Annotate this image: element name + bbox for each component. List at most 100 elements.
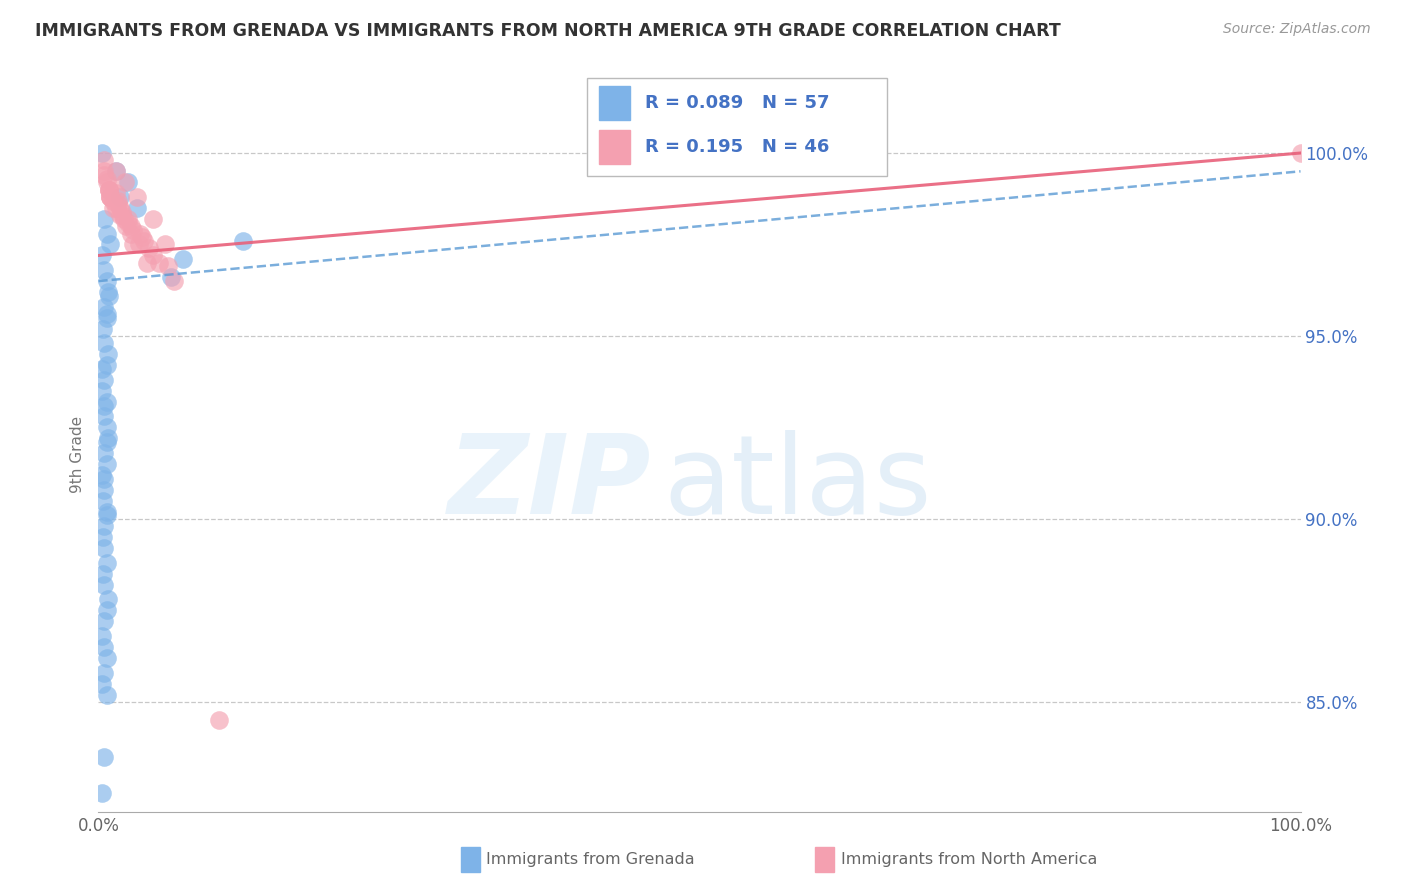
Text: IMMIGRANTS FROM GRENADA VS IMMIGRANTS FROM NORTH AMERICA 9TH GRADE CORRELATION C: IMMIGRANTS FROM GRENADA VS IMMIGRANTS FR… bbox=[35, 22, 1062, 40]
Point bbox=[93, 336, 115, 351]
Point bbox=[93, 665, 115, 680]
Point bbox=[91, 493, 114, 508]
Point bbox=[93, 211, 115, 226]
Text: Immigrants from North America: Immigrants from North America bbox=[841, 853, 1097, 867]
Point bbox=[93, 409, 115, 424]
Point bbox=[93, 483, 115, 497]
Point bbox=[138, 241, 160, 255]
Point bbox=[101, 194, 124, 208]
Point bbox=[96, 505, 118, 519]
Point bbox=[91, 468, 114, 483]
Point bbox=[96, 358, 118, 372]
Point bbox=[122, 237, 145, 252]
Point bbox=[108, 208, 131, 222]
Point bbox=[98, 183, 121, 197]
Point bbox=[100, 190, 122, 204]
Point bbox=[91, 146, 114, 161]
Point bbox=[105, 201, 128, 215]
Point bbox=[96, 175, 118, 189]
Point bbox=[96, 274, 118, 288]
Point bbox=[141, 248, 163, 262]
Point bbox=[1289, 146, 1312, 161]
Point bbox=[97, 592, 120, 607]
Point bbox=[98, 289, 121, 303]
Point bbox=[93, 164, 115, 178]
Point bbox=[93, 541, 115, 556]
Point bbox=[115, 219, 138, 234]
Point bbox=[93, 749, 115, 764]
Point bbox=[120, 219, 142, 234]
Point bbox=[96, 651, 118, 665]
Point bbox=[131, 230, 153, 244]
Point bbox=[96, 457, 118, 471]
Point bbox=[91, 566, 114, 581]
Point bbox=[91, 321, 114, 335]
Point bbox=[100, 190, 122, 204]
Point bbox=[93, 373, 115, 387]
Point bbox=[117, 215, 139, 229]
Point bbox=[96, 420, 118, 434]
Text: R = 0.195   N = 46: R = 0.195 N = 46 bbox=[645, 138, 830, 156]
Point bbox=[159, 270, 181, 285]
Point bbox=[96, 556, 118, 570]
Point bbox=[208, 713, 231, 727]
Point bbox=[107, 194, 129, 208]
Point bbox=[93, 153, 115, 168]
Point bbox=[93, 300, 115, 314]
Point bbox=[97, 347, 120, 361]
Point bbox=[100, 190, 122, 204]
Bar bbox=[599, 130, 630, 164]
Bar bbox=[461, 847, 479, 872]
Point bbox=[96, 395, 118, 409]
Point bbox=[141, 211, 163, 226]
Point bbox=[93, 472, 115, 486]
Point bbox=[93, 263, 115, 277]
Point bbox=[91, 384, 114, 398]
Point bbox=[96, 603, 118, 617]
Point bbox=[153, 237, 176, 252]
Point bbox=[93, 446, 115, 460]
Point bbox=[108, 190, 131, 204]
Point bbox=[108, 201, 131, 215]
Point bbox=[232, 234, 254, 248]
Point bbox=[91, 530, 114, 544]
Point bbox=[105, 164, 128, 178]
Point bbox=[93, 640, 115, 654]
Point bbox=[93, 615, 115, 629]
Point bbox=[91, 786, 114, 800]
Text: atlas: atlas bbox=[664, 430, 932, 537]
Point bbox=[93, 578, 115, 592]
Text: Source: ZipAtlas.com: Source: ZipAtlas.com bbox=[1223, 22, 1371, 37]
Point bbox=[96, 307, 118, 321]
Point bbox=[97, 285, 120, 299]
Point bbox=[97, 432, 120, 446]
Point bbox=[96, 435, 118, 450]
Point bbox=[120, 227, 142, 241]
Point bbox=[163, 274, 186, 288]
Point bbox=[98, 183, 121, 197]
Point bbox=[107, 197, 129, 211]
Point bbox=[91, 629, 114, 643]
Point bbox=[157, 260, 180, 274]
Point bbox=[125, 190, 148, 204]
Text: ZIP: ZIP bbox=[449, 430, 651, 537]
Point bbox=[100, 237, 122, 252]
Point bbox=[91, 676, 114, 690]
Text: R = 0.089   N = 57: R = 0.089 N = 57 bbox=[645, 94, 830, 112]
Point bbox=[105, 186, 128, 201]
Point bbox=[129, 227, 152, 241]
Point bbox=[91, 248, 114, 262]
Point bbox=[128, 237, 150, 252]
Point bbox=[93, 168, 115, 182]
Point bbox=[125, 201, 148, 215]
Point bbox=[122, 223, 145, 237]
Point bbox=[91, 362, 114, 376]
Text: Immigrants from Grenada: Immigrants from Grenada bbox=[486, 853, 695, 867]
FancyBboxPatch shape bbox=[586, 78, 887, 177]
Point bbox=[96, 688, 118, 702]
Point bbox=[93, 399, 115, 413]
Point bbox=[105, 164, 128, 178]
Point bbox=[111, 204, 134, 219]
Point bbox=[111, 208, 134, 222]
Point bbox=[101, 201, 124, 215]
